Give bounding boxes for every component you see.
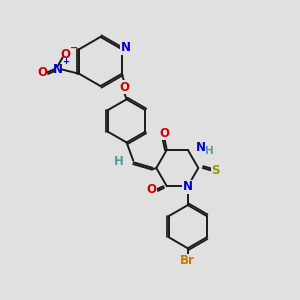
Text: N: N bbox=[196, 141, 206, 154]
Text: N: N bbox=[183, 180, 193, 193]
Text: +: + bbox=[62, 57, 69, 66]
Text: −: − bbox=[70, 43, 78, 53]
Text: O: O bbox=[147, 183, 157, 196]
Text: N: N bbox=[52, 63, 63, 76]
Text: O: O bbox=[60, 48, 70, 61]
Text: H: H bbox=[114, 154, 124, 168]
Text: S: S bbox=[212, 164, 220, 177]
Text: O: O bbox=[159, 127, 170, 140]
Text: O: O bbox=[119, 81, 129, 94]
Text: O: O bbox=[37, 66, 47, 79]
Text: Br: Br bbox=[180, 254, 195, 267]
Text: N: N bbox=[120, 41, 130, 54]
Text: H: H bbox=[205, 146, 214, 156]
